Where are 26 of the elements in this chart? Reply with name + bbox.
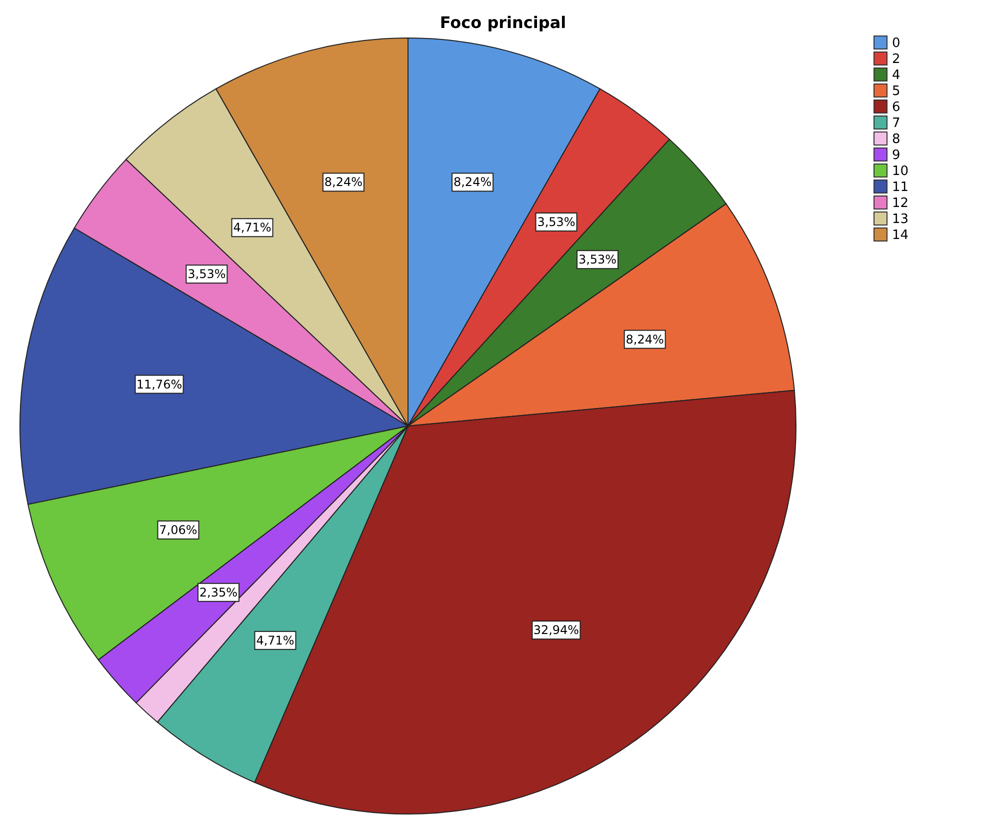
data-label: 2,35%	[199, 585, 238, 600]
data-label: 3,53%	[188, 267, 226, 282]
legend-label: 10	[892, 164, 909, 179]
legend-label: 0	[892, 36, 900, 51]
data-label: 32,94%	[533, 623, 580, 638]
data-label: 7,06%	[159, 522, 198, 537]
legend-label: 12	[892, 196, 909, 211]
legend-label: 13	[892, 212, 909, 227]
legend-label: 14	[892, 228, 909, 243]
legend-label: 8	[892, 132, 900, 147]
data-label: 3,53%	[537, 214, 576, 229]
data-label: 4,71%	[256, 633, 294, 648]
legend-label: 9	[892, 148, 900, 163]
data-label: 8,24%	[324, 175, 363, 190]
data-label: 8,24%	[453, 175, 492, 190]
legend-label: 4	[892, 68, 900, 83]
data-label: 4,71%	[233, 220, 272, 235]
data-label: 8,24%	[626, 332, 664, 346]
legend-label: 7	[892, 116, 900, 131]
data-label: 3,53%	[578, 252, 617, 267]
legend-label: 5	[892, 84, 900, 99]
data-label: 11,76%	[136, 377, 182, 392]
legend-label: 11	[892, 180, 909, 195]
chart-title: Foco principal	[440, 13, 566, 32]
legend-label: 2	[892, 52, 900, 67]
legend-label: 6	[892, 100, 900, 115]
